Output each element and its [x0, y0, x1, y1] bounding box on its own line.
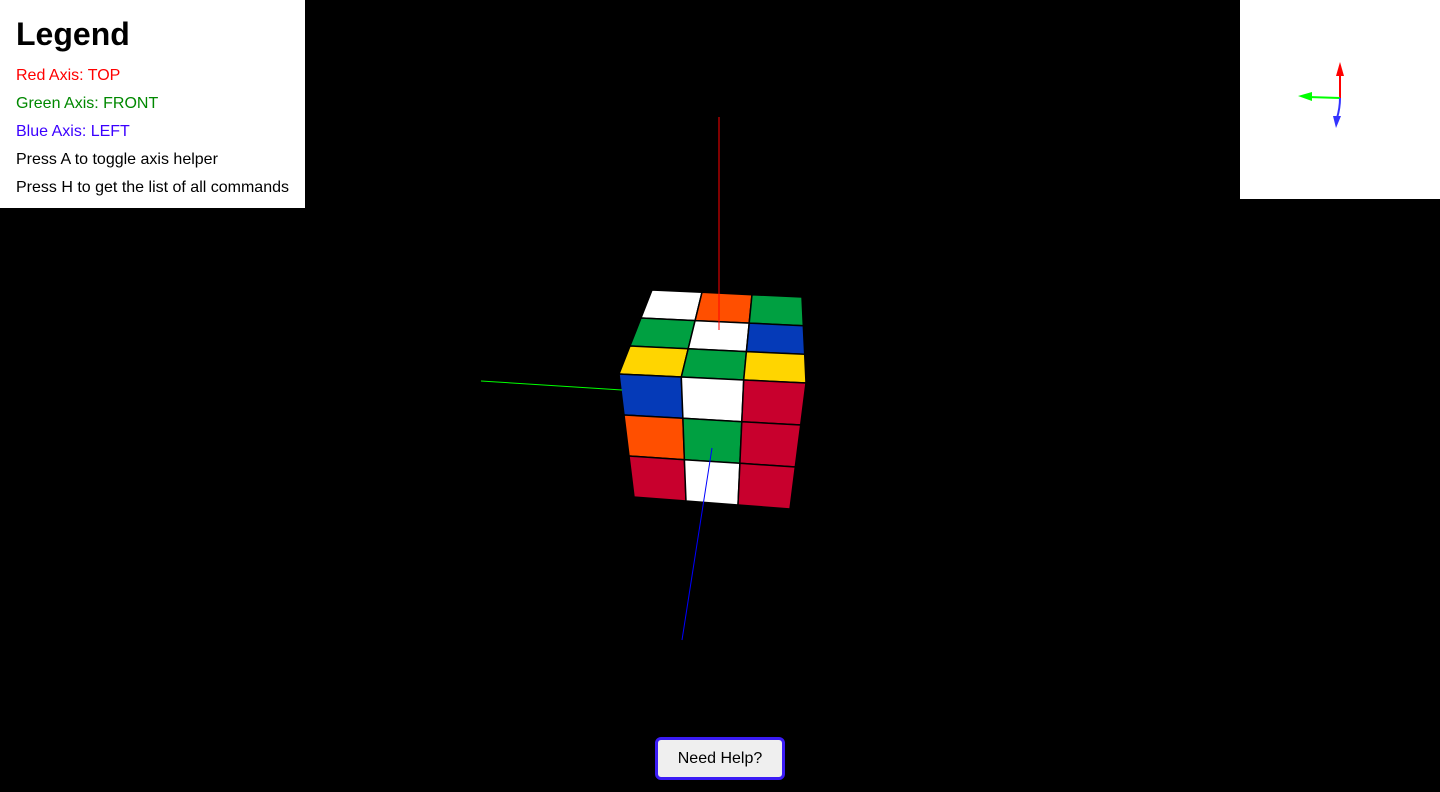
top-face-sticker [628, 317, 697, 350]
need-help-button[interactable]: Need Help? [655, 737, 785, 780]
axis-orientation-gizmo [1240, 0, 1440, 199]
front-face-sticker [618, 373, 684, 420]
gizmo-blue-arrow-icon [1333, 97, 1341, 128]
blue-axis-line [681, 447, 713, 641]
front-face-sticker [680, 376, 745, 423]
top-face-sticker [639, 289, 703, 322]
rubiks-cube[interactable] [617, 289, 807, 510]
front-face-sticker [623, 414, 686, 461]
front-face-sticker [628, 455, 687, 502]
front-face-sticker [739, 420, 802, 468]
legend-hint-commands: Press H to get the list of all commands [16, 179, 289, 196]
top-face-sticker [745, 322, 806, 356]
legend-blue-axis: Blue Axis: LEFT [16, 123, 130, 140]
front-face-sticker [682, 417, 743, 465]
legend-panel: Legend Red Axis: TOP Green Axis: FRONT B… [0, 0, 305, 208]
legend-title: Legend [16, 16, 130, 52]
top-face-sticker [617, 345, 690, 378]
front-face-sticker [737, 462, 797, 510]
legend-hint-axis-toggle: Press A to toggle axis helper [16, 151, 218, 168]
front-face-sticker [683, 458, 741, 506]
gizmo-red-arrow-icon [1336, 62, 1344, 98]
top-face-sticker [694, 291, 753, 324]
green-axis-line [480, 380, 623, 391]
front-face-sticker [741, 379, 807, 426]
gizmo-green-arrow-icon [1298, 92, 1341, 101]
legend-green-axis: Green Axis: FRONT [16, 95, 159, 112]
legend-red-axis: Red Axis: TOP [16, 67, 121, 84]
top-face-sticker [748, 293, 805, 327]
top-face-sticker [680, 348, 748, 381]
top-face-sticker [742, 350, 807, 384]
